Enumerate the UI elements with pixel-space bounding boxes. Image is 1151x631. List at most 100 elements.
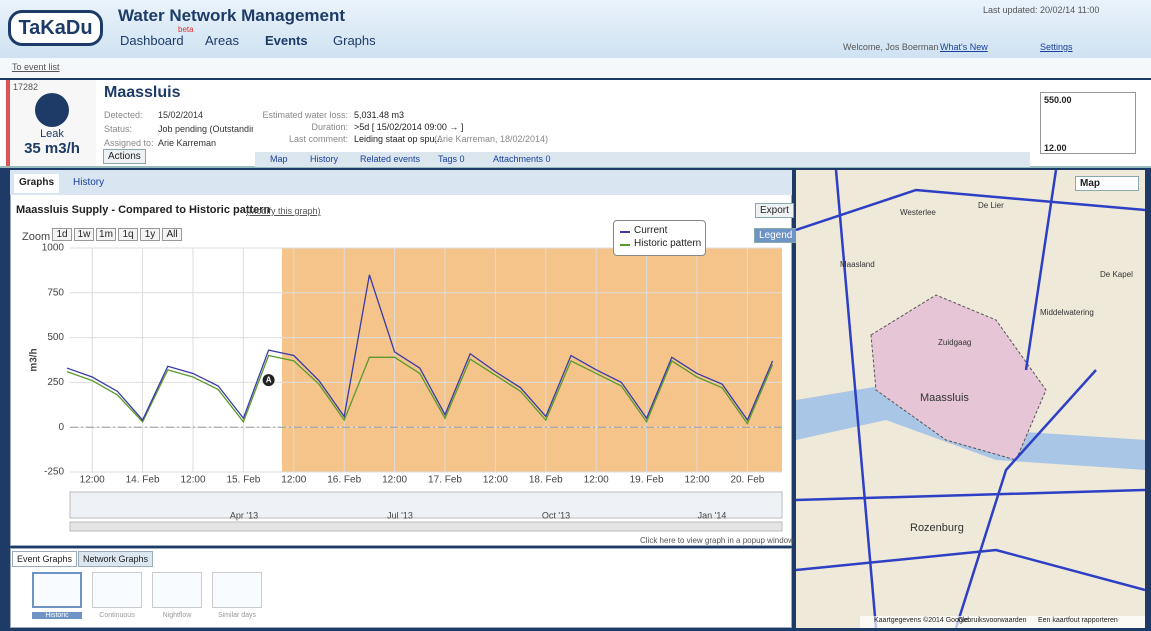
field-label: Status: (104, 124, 133, 134)
annotation-marker (262, 374, 275, 387)
zoom-button[interactable]: 1m (96, 228, 116, 241)
navigator-label: Oct '13 (542, 510, 570, 520)
actions-button[interactable]: Actions (103, 149, 146, 164)
logo[interactable]: TaKaDu (8, 10, 103, 46)
navigator (69, 491, 783, 519)
event-name: Maassluis (104, 84, 181, 101)
series-line (66, 354, 774, 425)
event-tab[interactable]: Tags 0 (438, 154, 465, 164)
x-tick-label: 12:00 (483, 475, 508, 486)
zoom-button[interactable]: 1q (118, 228, 138, 241)
panel-tab[interactable]: Graphs (14, 174, 60, 193)
comment-author: (Arie Karreman, 18/02/2014) (434, 134, 549, 144)
modify-link[interactable]: (Modify this graph) (246, 206, 321, 216)
x-tick-label: 20. Feb (730, 475, 764, 486)
panel-tabbar (10, 170, 792, 195)
y-axis-label: m3/h (29, 348, 40, 371)
x-tick-label: 18. Feb (529, 475, 563, 486)
map-label: De Kapel (1100, 270, 1133, 279)
map-footer-text[interactable]: Gebruiksvoorwaarden (958, 617, 1027, 624)
y-tick-label: 1000 (42, 243, 65, 254)
x-tick-label: 12:00 (281, 475, 306, 486)
thumbnail[interactable] (212, 572, 262, 608)
map-footer-text[interactable]: Een kaartfout rapporteren (1038, 617, 1118, 624)
map-footer-text: Kaartgegevens ©2014 Google (874, 617, 969, 624)
header-link[interactable]: Settings (1040, 42, 1073, 52)
mini-chart (1040, 92, 1136, 154)
x-tick-label: 15. Feb (226, 475, 260, 486)
panel-tab[interactable]: History (73, 177, 105, 188)
map-label: Rozenburg (910, 522, 964, 534)
nav-item[interactable]: Areas (205, 33, 239, 48)
thumbnail[interactable] (152, 572, 202, 608)
subbar (0, 58, 1151, 78)
last-updated: Last updated: 20/02/14 11:00 (983, 5, 1100, 15)
nav-item[interactable]: Events (265, 33, 308, 48)
map-label: Maassluis (920, 392, 969, 404)
legend-swatch (620, 244, 630, 246)
event-id: 17282 (13, 82, 39, 92)
event-tab[interactable]: Map (270, 154, 288, 164)
thumbnail[interactable] (32, 572, 82, 608)
bottom-tab[interactable]: Event Graphs (12, 551, 78, 567)
mini-chart-label: 12.00 (1044, 143, 1067, 153)
field-label: Estimated water loss: (262, 110, 348, 120)
welcome: Welcome, Jos Boerman (843, 42, 939, 52)
back-link[interactable]: To event list (12, 62, 60, 72)
y-tick-label: 500 (47, 332, 64, 343)
field-value: Job pending (Outstanding wo... (158, 124, 253, 134)
x-tick-label: 16. Feb (327, 475, 361, 486)
zoom-button[interactable]: 1d (52, 228, 72, 241)
roads (796, 170, 1145, 628)
thumbnail-label: Similar days (217, 612, 257, 619)
field-value: 15/02/2014 (158, 110, 204, 120)
map-graphics (796, 170, 1145, 628)
map-label: Zuidgaag (938, 338, 972, 347)
nav-item[interactable]: Graphs (333, 33, 376, 48)
y-tick-label: 750 (47, 287, 64, 298)
map-type-button[interactable]: Map (1075, 176, 1139, 191)
field-value: >5d [ 15/02/2014 09:00 → ] (354, 122, 464, 132)
export-button[interactable]: Export (755, 203, 794, 218)
popup-link[interactable]: Click here to view graph in a popup wind… (640, 536, 794, 545)
y-tick-label: 0 (58, 422, 64, 433)
thumbnail-label: Nightflow (162, 612, 192, 619)
zoom-button[interactable]: 1w (74, 228, 94, 241)
zoom-button[interactable]: All (162, 228, 182, 241)
chart: m3/h -250 0 250 500 750 1000 12:00 14. Feb 12:00… (29, 243, 783, 532)
bottom-tab[interactable]: Network Graphs (78, 551, 154, 567)
mini-chart-label: 550.00 (1044, 95, 1072, 105)
header-link[interactable]: What's New (940, 42, 988, 52)
event-tabbar (255, 152, 1030, 167)
field-label: Detected: (104, 110, 143, 120)
map (796, 170, 1145, 628)
app-title: Water Network Management (118, 6, 346, 25)
x-tick-label: 12:00 (80, 475, 105, 486)
x-tick-label: 12:00 (382, 475, 407, 486)
x-tick-label: 17. Feb (428, 475, 462, 486)
map-label: Westerlee (900, 208, 936, 217)
legend-swatch (620, 231, 630, 233)
leak-icon (35, 93, 69, 127)
field-value: Arie Karreman (158, 138, 217, 148)
event-tab[interactable]: History (310, 154, 339, 164)
event-tab[interactable]: Attachments 0 (493, 154, 551, 164)
map-label: De Lier (978, 201, 1004, 210)
thumbnail-label: Continuous (99, 612, 135, 619)
zoom-button[interactable]: 1y (140, 228, 160, 241)
legend-button[interactable]: Legend (754, 228, 798, 243)
header (0, 0, 1151, 58)
scrollbar (69, 521, 783, 532)
series-line (66, 274, 774, 422)
legend-text: Current (634, 225, 668, 236)
navigator-label: Jul '13 (387, 510, 413, 520)
x-tick-label: 14. Feb (126, 475, 160, 486)
event-period (282, 248, 782, 472)
map-label: Middelwatering (1040, 308, 1094, 317)
event-tab[interactable]: Related events (360, 154, 421, 164)
zoom-label: Zoom (22, 231, 51, 243)
thumbnail[interactable] (92, 572, 142, 608)
nav-item[interactable]: Dashboard (120, 33, 184, 48)
map-footer (860, 616, 1145, 628)
